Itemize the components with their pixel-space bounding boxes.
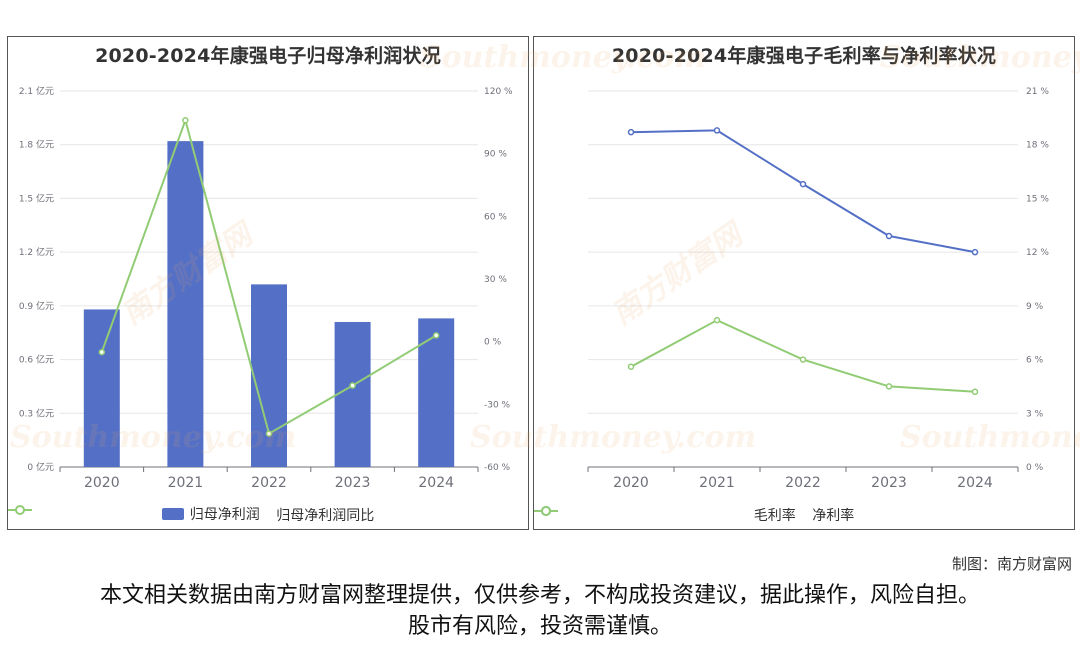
net-profit-chart-title: 2020-2024年康强电子归母净利润状况 [95,45,441,67]
y-right-tick-label: 6 % [1026,356,1044,366]
x-tick-label: 2021 [699,475,735,491]
point-gross-margin [627,128,635,136]
y-right-tick-label: -60 % [484,463,511,473]
y-right-tick-label: 120 % [484,87,513,97]
point-net-profit-yoy [265,430,273,437]
point-net-margin [627,363,635,370]
line-net-margin [630,319,976,393]
x-tick-label: 2023 [871,475,907,491]
y-right-tick-label: 90 % [484,150,507,160]
point-net-margin [799,356,807,363]
legend-line-swatch [534,506,558,516]
line-gross-margin [630,129,976,254]
y-right-tick-label: -30 % [484,400,511,410]
x-tick-label: 2022 [251,475,287,491]
y-right-tick-label: 15 % [1026,194,1049,204]
y-left-tick-label: 1.5 亿元 [19,192,54,204]
margin-chart-title: 2020-2024年康强电子毛利率与净利率状况 [611,45,997,67]
point-net-margin [971,388,979,396]
point-net-margin [885,383,893,390]
point-net-margin [713,316,721,324]
y-right-tick-label: 12 % [1026,248,1049,258]
y-right-tick-label: 9 % [1026,302,1044,312]
bar-net-profit [334,321,371,467]
y-left-tick-label: 0.9 亿元 [19,300,54,312]
disclaimer-text: 本文相关数据由南方财富网整理提供，仅供参考，不构成投资建议，据此操作，风险自担。… [99,583,980,639]
y-left-tick-label: 0.6 亿元 [19,354,54,366]
x-tick-label: 2023 [335,475,371,491]
legend-item-net-profit-yoy[interactable]: 归母净利润同比 [8,505,375,525]
y-left-tick-label: 0 亿元 [27,461,54,473]
net-profit-chart-panel: 2020-2024年康强电子归母净利润状况 0 亿元 0.3 亿元 0.6 亿元 0.… [7,36,529,530]
point-gross-margin [885,232,893,240]
legend-line-swatch [8,505,32,515]
legend-item-net-profit[interactable]: 归母净利润 [161,504,260,524]
point-gross-margin [971,248,979,256]
legend-label-net-margin: 净利率 [812,508,855,524]
chart-credit: 制图：南方财富网 [951,555,1072,573]
y-left-tick-label: 0.3 亿元 [19,407,54,419]
margin-chart: 0 % 3 % 6 % 9 % 12 % 15 % 18 % 21 % 2020 2021 2022… [587,87,1049,491]
point-net-profit-yoy [98,348,106,356]
legend-label-gross-margin: 毛利率 [753,508,796,524]
x-tick-label: 2024 [418,475,454,491]
y-right-tick-label: 0 % [484,338,502,348]
x-tick-label: 2024 [957,475,993,491]
legend-item-gross-margin[interactable]: 毛利率 [534,505,796,525]
legend-bar-swatch [161,508,184,520]
bar-net-profit [418,318,455,467]
y-left-tick-label: 2.1 亿元 [19,85,54,97]
y-left-tick-label: 1.8 亿元 [19,139,54,151]
point-net-profit-yoy [349,382,356,389]
point-net-profit-yoy [432,332,440,339]
net-profit-legend: 归母净利润 归母净利润同比 [8,504,528,525]
margin-legend: 毛利率 净利率 [534,505,1074,525]
x-tick-label: 2022 [785,475,821,491]
net-profit-chart: 0 亿元 0.3 亿元 0.6 亿元 0.9 亿元 1.2 亿元 1.5 亿元 1.8 亿元… [19,85,513,491]
bar-net-profit [167,141,204,467]
y-right-tick-label: 18 % [1026,141,1049,151]
y-right-tick-label: 3 % [1026,409,1044,419]
y-right-tick-label: 21 % [1026,87,1049,97]
y-right-tick-label: 30 % [484,275,507,285]
y-right-tick-label: 0 % [1026,463,1044,473]
margin-chart-panel: 2020-2024年康强电子毛利率与净利率状况 0 % 3 % 6 % 9 % 12 %… [533,36,1075,530]
point-gross-margin [713,127,721,134]
bar-net-profit [251,284,287,467]
point-net-profit-yoy [182,116,189,124]
x-tick-label: 2020 [613,475,649,491]
bar-net-profit [83,309,120,467]
x-tick-label: 2020 [84,475,120,491]
x-tick-label: 2021 [168,475,204,491]
legend-item-net-margin[interactable]: 净利率 [534,505,855,525]
legend-label-net-profit-yoy: 归母净利润同比 [276,508,375,524]
point-gross-margin [799,180,807,188]
legend-label-net-profit: 归母净利润 [189,507,260,523]
y-right-tick-label: 60 % [484,212,507,222]
y-left-tick-label: 1.2 亿元 [19,246,54,258]
